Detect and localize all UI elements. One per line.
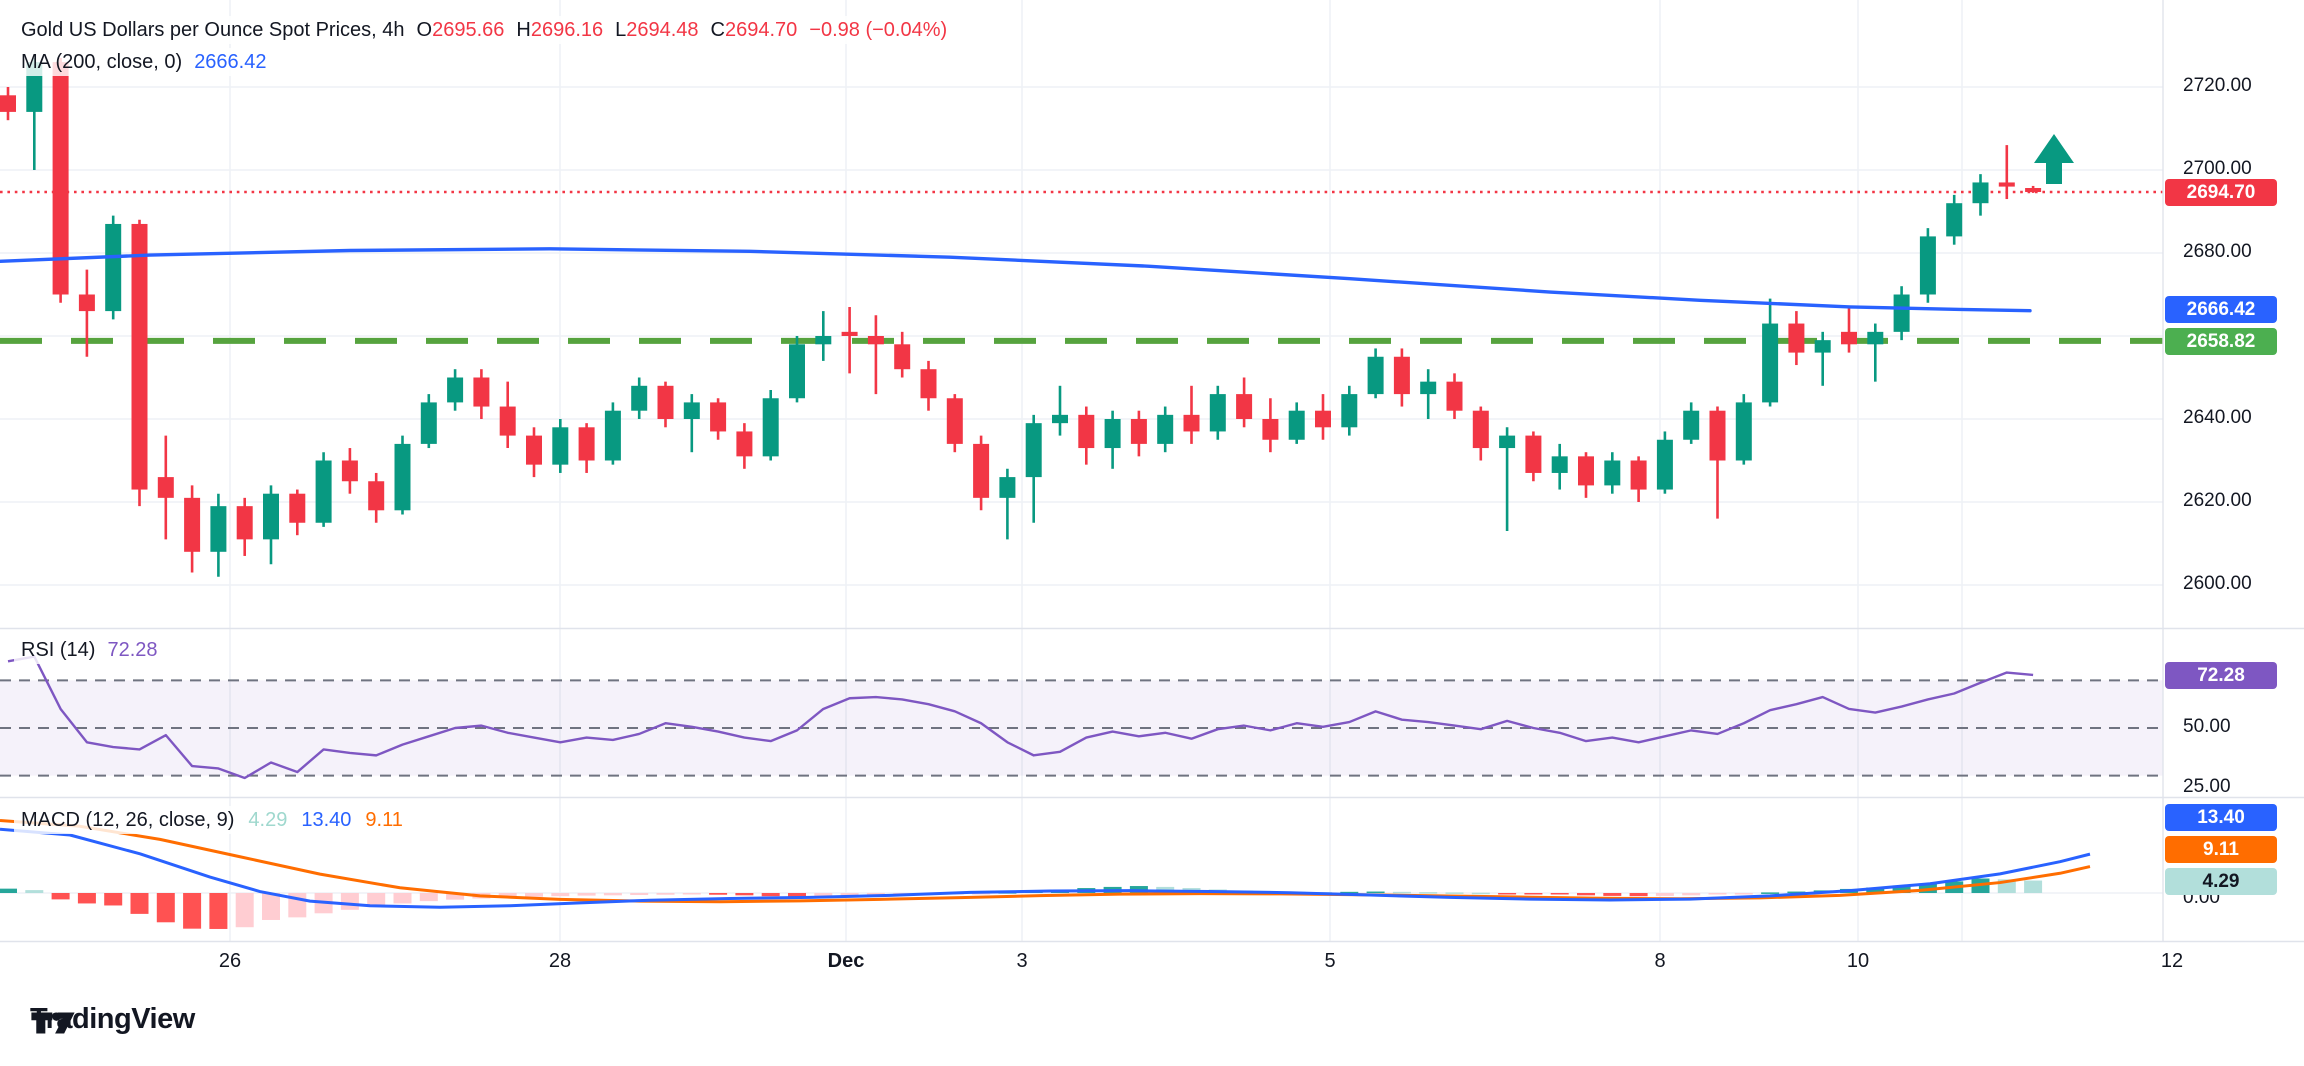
macd-label: MACD (12, 26, close, 9)	[21, 809, 235, 831]
time-tick-3: 3	[1016, 950, 1028, 972]
rsi-tick: 50.00	[2183, 716, 2231, 737]
high-value: 2696.16	[530, 19, 604, 41]
rsi-band	[0, 680, 2163, 776]
symbol-title: Gold US Dollars per Ounce Spot Prices, 4…	[21, 19, 405, 41]
rsi-legend[interactable]: RSI (14) 72.28	[14, 636, 165, 664]
open-value: 2695.66	[432, 19, 505, 41]
rsi-tick: 25.00	[2183, 775, 2231, 797]
macd-legend[interactable]: MACD (12, 26, close, 9) 4.29 13.40 9.11	[14, 806, 410, 834]
open-label: O	[416, 19, 433, 41]
ma-label: MA (200, close, 0)	[21, 51, 183, 73]
bottom-strip: TradingView	[0, 989, 2304, 1066]
time-tick-10: 10	[1846, 950, 1870, 972]
price-tick: 2700.00	[2183, 158, 2252, 179]
macd-hist-value: 4.29	[248, 809, 288, 831]
time-axis[interactable]	[0, 942, 2304, 988]
hist-value-badge: 4.29	[2165, 868, 2277, 895]
price-tick: 2620.00	[2183, 490, 2252, 511]
support-level-badge: 2658.82	[2165, 327, 2277, 355]
time-tick-12: 12	[2160, 950, 2184, 972]
price-tick: 2600.00	[2183, 573, 2252, 594]
macd-line-value: 13.40	[301, 809, 352, 831]
time-tick-Dec: Dec	[827, 950, 865, 972]
macd-line	[0, 827, 2091, 909]
low-value: 2694.48	[626, 19, 699, 41]
ma200-line	[0, 247, 2032, 313]
macd-signal-value: 9.11	[365, 809, 403, 831]
time-tick-26: 26	[218, 950, 242, 972]
rsi-value-badge: 72.28	[2165, 661, 2277, 689]
candles-layer	[0, 57, 2042, 577]
macd-pane	[0, 798, 2163, 941]
ma-value: 2666.42	[194, 51, 267, 73]
time-tick-5: 5	[1324, 950, 1336, 972]
rsi-line	[7, 655, 2034, 780]
rsi-label: RSI (14)	[21, 639, 96, 661]
ma-legend[interactable]: MA (200, close, 0) 2666.42	[14, 48, 274, 76]
price-tick: 2680.00	[2183, 241, 2252, 262]
close-value: 2694.70	[725, 19, 798, 41]
main-price-pane	[0, 0, 2163, 628]
ma-value-badge: 2666.42	[2165, 296, 2277, 324]
price-tick: 2640.00	[2183, 407, 2252, 428]
rsi-value: 72.28	[107, 639, 158, 661]
signal-value-badge: 9.11	[2165, 836, 2277, 863]
time-tick-8: 8	[1654, 950, 1666, 972]
change-value: −0.98 (−0.04%)	[809, 19, 948, 41]
rsi-pane	[0, 629, 2163, 797]
close-label: C	[710, 19, 725, 41]
symbol-legend[interactable]: Gold US Dollars per Ounce Spot Prices, 4…	[14, 16, 955, 44]
time-tick-28: 28	[548, 950, 572, 972]
price-axis[interactable]	[2164, 0, 2304, 941]
up-arrow-marker	[2034, 134, 2074, 184]
tradingview-logo[interactable]: TradingView	[30, 1003, 195, 1036]
tradingview-logo-icon	[31, 1012, 75, 1034]
macd-value-badge: 13.40	[2165, 804, 2277, 831]
macd-histogram	[0, 878, 2043, 929]
macd-signal-line	[0, 819, 2091, 904]
last-price-badge: 2694.70	[2165, 178, 2277, 206]
price-tick: 2720.00	[2183, 75, 2252, 96]
high-label: H	[516, 19, 531, 41]
low-label: L	[615, 19, 627, 41]
